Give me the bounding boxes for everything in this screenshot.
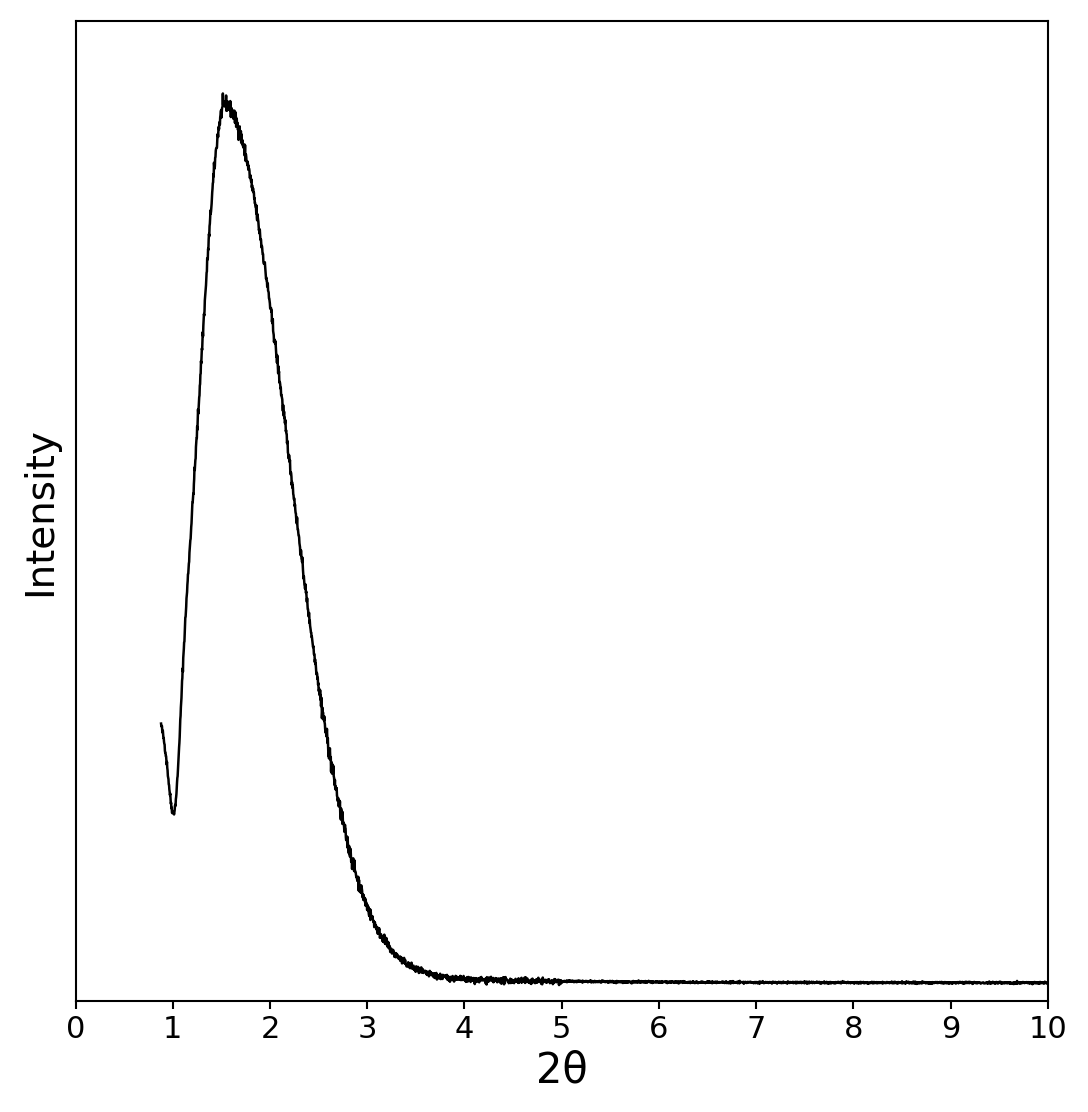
X-axis label: 2θ: 2θ xyxy=(535,1049,588,1091)
Y-axis label: Intensity: Intensity xyxy=(21,427,59,596)
